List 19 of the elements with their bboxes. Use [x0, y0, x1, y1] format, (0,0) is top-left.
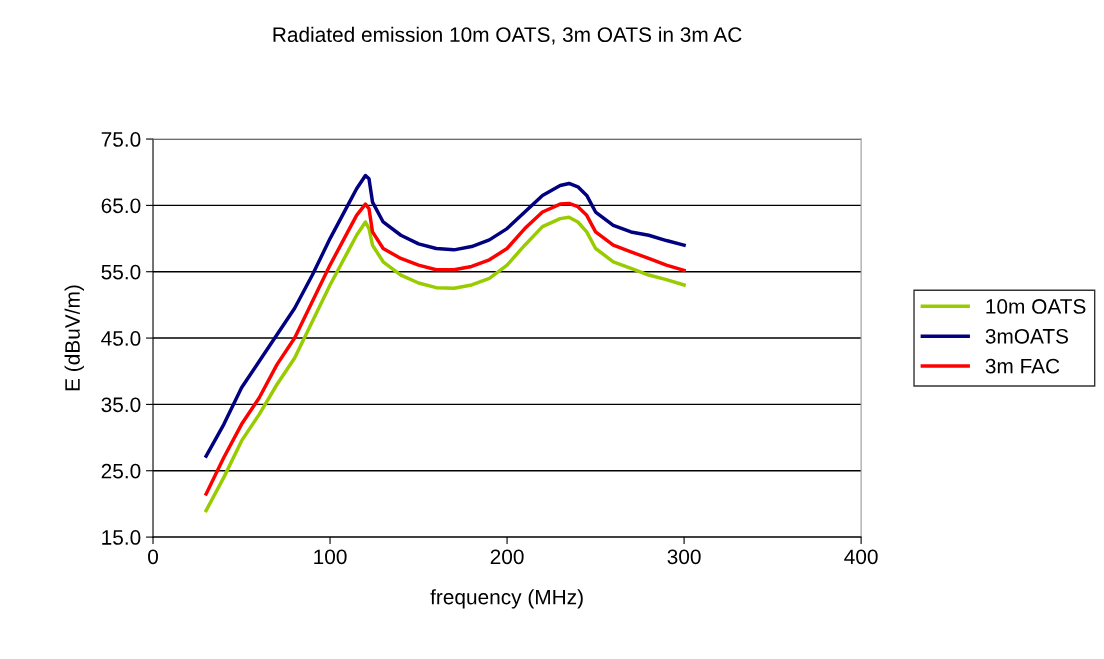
x-tick-label: 300	[667, 549, 701, 565]
legend-label: 10m OATS	[986, 299, 1086, 314]
legend-label: 3mOATS	[985, 328, 1069, 344]
y-tick-label: 65.0	[101, 198, 141, 214]
line-series	[204, 173, 686, 458]
x-tick-label: 200	[490, 549, 524, 565]
x-tick-label: 0	[148, 549, 158, 565]
x-tick-label: 100	[314, 549, 347, 565]
y-axis-title: E (dBuV/m)	[64, 285, 84, 391]
y-tick-label: 45.0	[101, 331, 141, 346]
y-tick-label: 35.0	[101, 397, 141, 413]
x-axis-title: frequency (MHz)	[430, 589, 583, 609]
chart-title: Radiated emission 10m OATS, 3m OATS in 3m AC	[273, 26, 742, 45]
y-tick-label: 75.0	[101, 132, 141, 147]
y-tick-label: 15.0	[102, 530, 141, 545]
legend-label: 3m FAC	[985, 358, 1060, 374]
y-tick-label: 25.0	[101, 463, 141, 479]
y-tick-label: 55.0	[101, 264, 141, 280]
x-tick-label: 400	[844, 549, 878, 565]
